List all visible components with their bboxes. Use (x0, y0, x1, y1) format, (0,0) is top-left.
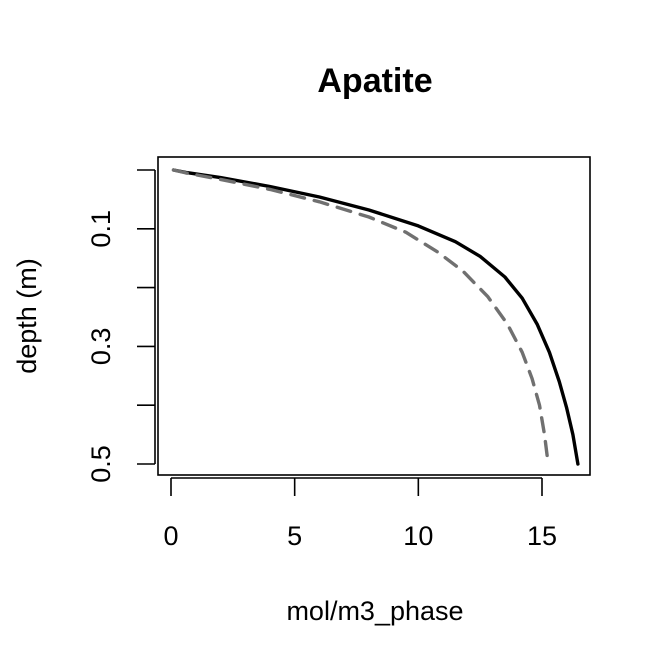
x-axis-label: mol/m3_phase (286, 596, 463, 626)
x-ticks: 0 5 10 15 (163, 478, 557, 551)
x-tick-label: 5 (287, 521, 302, 551)
series-line-solid (171, 168, 580, 466)
x-tick-label: 10 (403, 521, 433, 551)
chart-title: Apatite (317, 62, 432, 100)
series-layer (171, 168, 580, 466)
y-axis-label: depth (m) (12, 258, 42, 374)
x-tick-label: 0 (163, 521, 178, 551)
y-tick-label: 0.5 (86, 445, 116, 483)
x-tick-label: 15 (527, 521, 557, 551)
series-line-dashed (171, 168, 550, 466)
y-tick-label: 0.1 (86, 210, 116, 248)
y-tick-label: 0.3 (86, 328, 116, 366)
y-ticks: 0.1 0.3 0.5 (86, 169, 155, 483)
plot-frame (157, 156, 591, 476)
